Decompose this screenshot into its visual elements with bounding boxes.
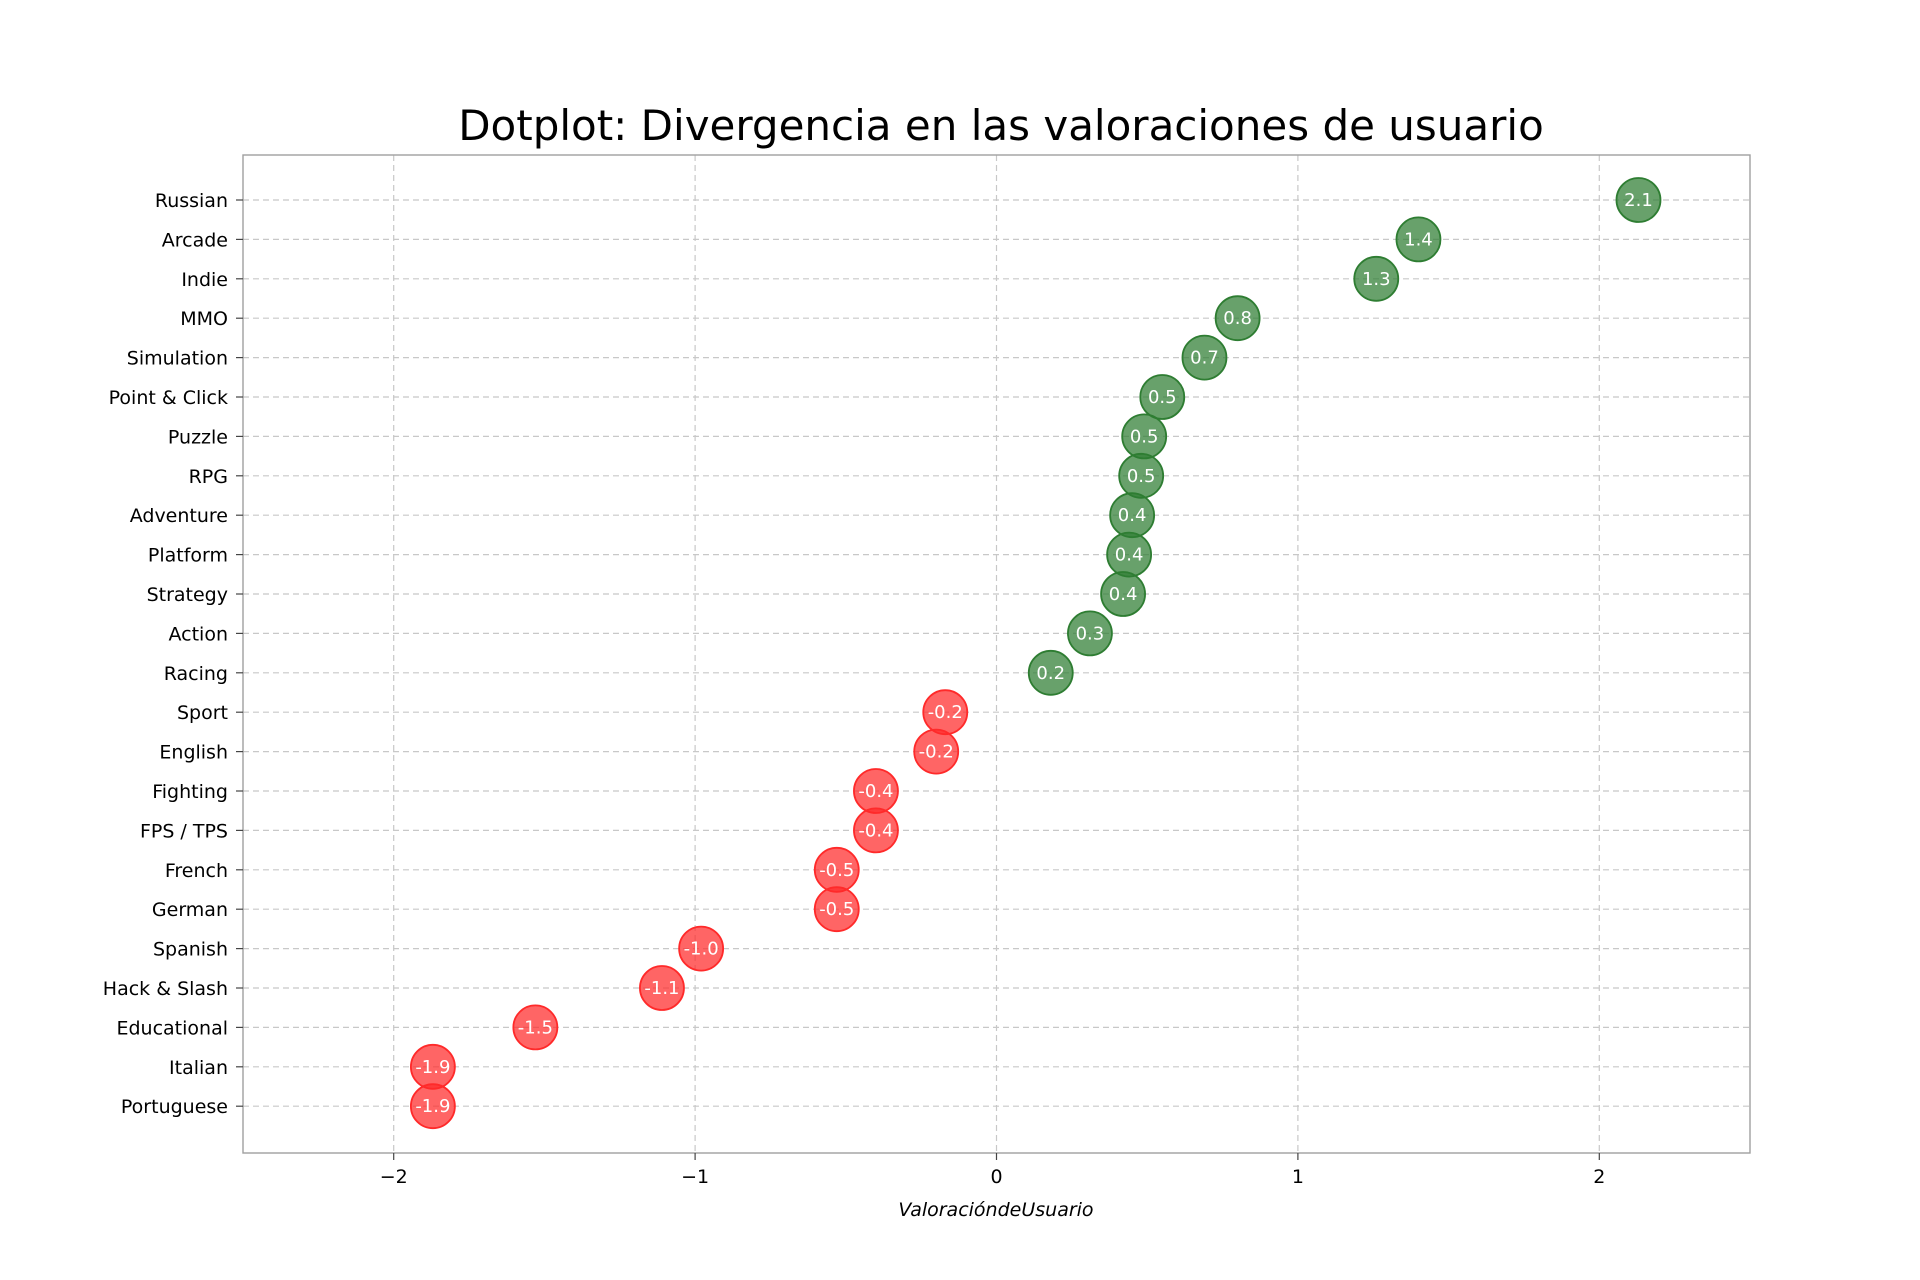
data-label: 0.5 <box>1130 426 1159 447</box>
data-label: -1.5 <box>518 1017 553 1038</box>
category-label: RPG <box>189 466 228 488</box>
data-label: 0.8 <box>1223 308 1252 329</box>
category-label: Adventure <box>130 505 228 527</box>
data-label: 2.1 <box>1624 190 1653 211</box>
category-label: Sport <box>177 702 228 724</box>
data-point <box>512 1004 559 1051</box>
data-label: -1.9 <box>415 1096 450 1117</box>
data-label: -1.1 <box>644 978 679 999</box>
chart-title: Dotplot: Divergencia en las valoraciones… <box>458 101 1544 150</box>
data-point <box>1181 334 1228 381</box>
data-label: 0.2 <box>1036 663 1065 684</box>
category-label: German <box>152 899 228 921</box>
data-point <box>1353 255 1400 302</box>
category-label: Indie <box>181 269 228 291</box>
x-axis: −2 −1 0 1 2 <box>380 1153 1605 1188</box>
y-axis: Russian Arcade Indie MMO Simulation Point & C… <box>103 190 243 1118</box>
category-label: Racing <box>164 663 228 685</box>
data-point <box>409 1083 456 1130</box>
data-point <box>913 728 960 775</box>
data-label: 0.4 <box>1115 545 1144 566</box>
category-label: FPS / TPS <box>140 820 228 842</box>
data-label: -0.2 <box>919 742 954 763</box>
category-label: Platform <box>148 545 228 567</box>
category-label: Point & Click <box>109 387 228 409</box>
data-point <box>1100 571 1146 617</box>
data-point <box>853 807 899 854</box>
data-label: 0.3 <box>1076 623 1105 644</box>
data-label: -0.5 <box>819 860 854 881</box>
x-tick-label: 1 <box>1292 1166 1304 1188</box>
data-point <box>1067 610 1113 657</box>
category-label: Hack & Slash <box>103 978 228 1000</box>
data-points: 2.11.41.30.80.70.50.50.50.40.40.40.30.2-… <box>409 177 1662 1130</box>
data-label: 0.5 <box>1148 387 1177 408</box>
data-label: -0.5 <box>819 899 854 920</box>
data-point <box>639 965 685 1011</box>
category-label: French <box>165 860 228 882</box>
data-label: -0.4 <box>858 781 893 802</box>
data-label: -0.4 <box>858 820 893 841</box>
category-label: Simulation <box>127 348 228 370</box>
data-label: 0.4 <box>1109 584 1138 605</box>
category-label: Spanish <box>153 939 228 961</box>
x-tick-label: 0 <box>990 1166 1002 1188</box>
data-point <box>1395 216 1442 263</box>
category-label: Strategy <box>147 584 228 606</box>
category-label: Fighting <box>152 781 228 803</box>
data-label: 0.5 <box>1127 466 1156 487</box>
data-label: 1.3 <box>1362 269 1391 290</box>
data-point <box>1139 374 1186 420</box>
data-point <box>1615 177 1662 223</box>
data-label: 0.4 <box>1118 505 1147 526</box>
category-label: English <box>159 742 228 764</box>
data-label: -0.2 <box>928 702 963 723</box>
data-point <box>678 925 725 972</box>
x-tick-label: −2 <box>380 1166 408 1188</box>
category-label: MMO <box>180 308 228 330</box>
category-label: Italian <box>169 1057 228 1079</box>
category-label: Educational <box>116 1017 228 1039</box>
x-tick-label: 2 <box>1593 1166 1605 1188</box>
data-label: -1.9 <box>415 1057 450 1078</box>
data-label: 0.7 <box>1190 348 1219 369</box>
category-label: Portuguese <box>121 1096 228 1118</box>
x-tick-label: −1 <box>681 1166 709 1188</box>
data-point <box>1214 295 1261 342</box>
data-point <box>1027 649 1074 696</box>
category-label: Puzzle <box>168 426 228 448</box>
category-label: Arcade <box>162 229 228 251</box>
data-label: 1.4 <box>1404 229 1433 250</box>
plot-frame <box>242 154 1751 1154</box>
category-label: Action <box>168 623 228 645</box>
x-axis-label: ValoracióndeUsuario <box>898 1199 1093 1221</box>
category-label: Russian <box>155 190 228 212</box>
grid-layer <box>243 155 1750 1153</box>
data-point <box>813 886 860 933</box>
data-label: -1.0 <box>684 939 719 960</box>
